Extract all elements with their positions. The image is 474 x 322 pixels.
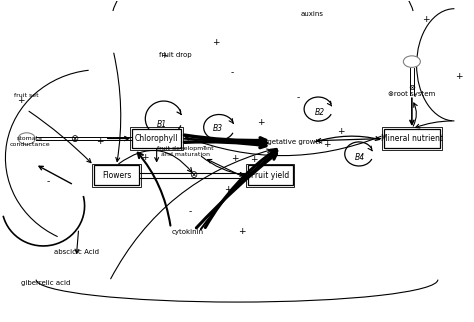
Text: +: + bbox=[141, 153, 148, 162]
Text: giberrelic acid: giberrelic acid bbox=[21, 280, 70, 286]
Text: +: + bbox=[323, 140, 330, 149]
Text: -: - bbox=[231, 68, 234, 77]
Text: fruit drop: fruit drop bbox=[159, 52, 192, 58]
Text: -: - bbox=[46, 177, 50, 186]
Text: -: - bbox=[297, 93, 300, 102]
Text: +: + bbox=[257, 118, 264, 127]
Bar bbox=[247, 166, 292, 185]
Text: +: + bbox=[231, 154, 238, 163]
Text: +: + bbox=[456, 71, 463, 80]
Text: +: + bbox=[96, 137, 104, 146]
Bar bbox=[383, 128, 440, 148]
Text: +: + bbox=[17, 96, 24, 105]
Text: fruit development
and maturation: fruit development and maturation bbox=[157, 146, 213, 157]
Text: +: + bbox=[238, 227, 246, 236]
Circle shape bbox=[403, 56, 420, 67]
Text: B4: B4 bbox=[355, 153, 365, 162]
Bar bbox=[130, 127, 183, 150]
Text: auxins: auxins bbox=[301, 11, 324, 16]
Text: B1: B1 bbox=[156, 120, 166, 128]
Circle shape bbox=[18, 133, 35, 144]
Text: +: + bbox=[212, 38, 219, 47]
Text: +: + bbox=[224, 185, 231, 194]
Text: abscicic Acid: abscicic Acid bbox=[54, 249, 99, 255]
Text: ⊗: ⊗ bbox=[190, 170, 198, 180]
Text: +: + bbox=[160, 51, 167, 60]
Text: ⊗: ⊗ bbox=[70, 134, 78, 144]
Text: cytokinin: cytokinin bbox=[171, 229, 203, 234]
Bar bbox=[132, 128, 182, 148]
Bar bbox=[246, 164, 294, 187]
Text: ⊗root system: ⊗root system bbox=[388, 91, 436, 97]
Text: vegetative growth: vegetative growth bbox=[259, 139, 323, 145]
Text: -: - bbox=[392, 144, 394, 153]
Text: Flowers: Flowers bbox=[102, 171, 131, 180]
Text: Chlorophyll: Chlorophyll bbox=[135, 134, 178, 143]
Text: +: + bbox=[337, 127, 345, 136]
Text: -: - bbox=[202, 142, 206, 151]
Bar bbox=[382, 127, 442, 150]
Text: B3: B3 bbox=[213, 124, 223, 133]
Text: +: + bbox=[422, 15, 430, 24]
Text: -: - bbox=[162, 174, 165, 183]
Bar bbox=[94, 166, 139, 185]
Text: Fruit yield: Fruit yield bbox=[251, 171, 289, 180]
Text: +: + bbox=[250, 155, 257, 164]
Text: fruit set: fruit set bbox=[14, 93, 38, 98]
Text: ⊗: ⊗ bbox=[409, 83, 415, 92]
Text: B2: B2 bbox=[315, 109, 325, 118]
Text: -: - bbox=[188, 207, 191, 216]
Bar bbox=[92, 164, 141, 187]
Text: Mineral nutrient: Mineral nutrient bbox=[381, 134, 443, 143]
Text: stomata
conductance: stomata conductance bbox=[9, 136, 50, 147]
